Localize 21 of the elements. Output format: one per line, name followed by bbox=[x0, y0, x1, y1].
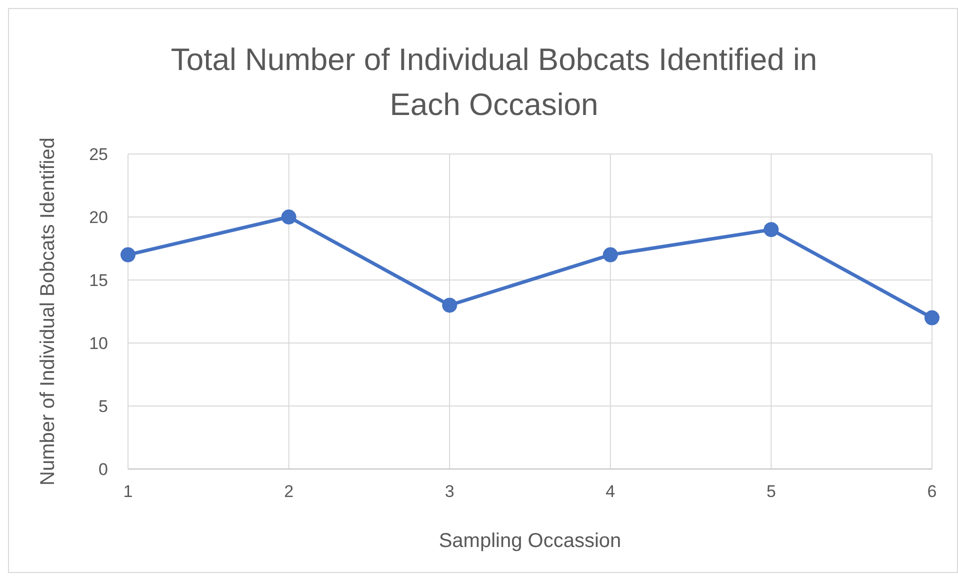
x-tick-label: 4 bbox=[606, 482, 616, 502]
point bbox=[764, 222, 779, 238]
y-tick-label: 0 bbox=[98, 460, 108, 480]
y-tick-label: 5 bbox=[98, 397, 108, 416]
y-axis-title: Number of Individual Bobcats Identified bbox=[37, 138, 60, 486]
x-tick-label: 1 bbox=[123, 482, 133, 502]
point bbox=[602, 247, 618, 262]
point bbox=[120, 247, 136, 262]
point bbox=[442, 298, 458, 313]
x-tick-label: 2 bbox=[284, 482, 294, 502]
chart-title: Total Number of Individual Bobcats Identified in Each Occasion bbox=[170, 41, 818, 124]
x-tick-label: 6 bbox=[927, 482, 937, 502]
x-tick-label: 3 bbox=[444, 482, 454, 502]
point bbox=[281, 210, 296, 224]
y-tick-label: 10 bbox=[89, 334, 108, 354]
y-tick-label: 15 bbox=[89, 271, 108, 290]
y-tick-label: 20 bbox=[89, 208, 108, 228]
y-tick-label: 25 bbox=[89, 145, 108, 164]
x-tick-label: 5 bbox=[766, 482, 776, 502]
point bbox=[924, 310, 940, 326]
x-axis-title: Sampling Occassion bbox=[438, 530, 622, 552]
